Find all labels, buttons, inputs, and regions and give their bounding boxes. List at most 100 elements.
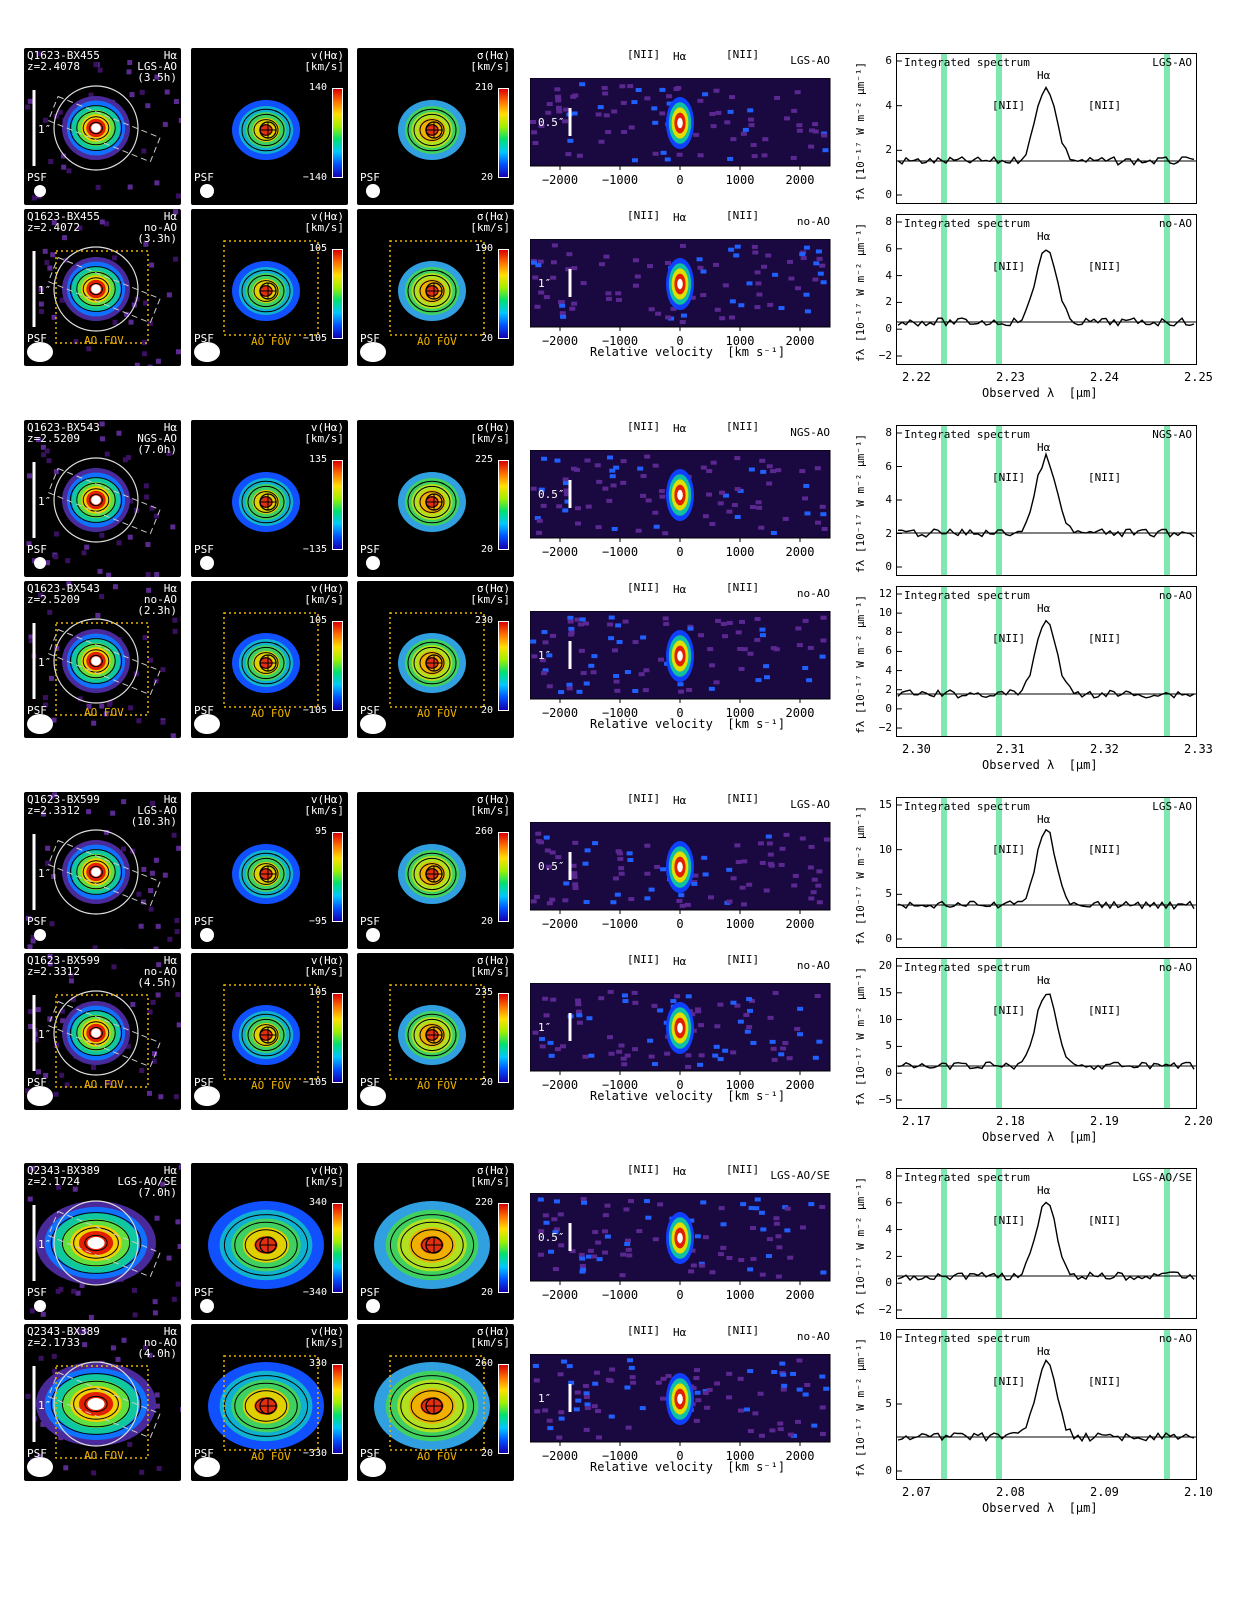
noise-pixel bbox=[152, 1051, 158, 1057]
nii-label: [NII] bbox=[627, 581, 661, 594]
colorbar bbox=[498, 460, 509, 550]
noise-pixel bbox=[742, 127, 749, 132]
noise-pixel bbox=[631, 990, 638, 995]
noise-pixel bbox=[115, 1356, 121, 1362]
nii-label: [NII] bbox=[726, 792, 760, 805]
line-name: Hα bbox=[163, 582, 177, 595]
noise-pixel bbox=[752, 1411, 759, 1416]
x-tick-label: −2000 bbox=[542, 917, 578, 931]
noise-pixel bbox=[712, 1053, 719, 1058]
emission-blob bbox=[91, 867, 101, 877]
noise-pixel bbox=[729, 95, 736, 100]
unit-label: [km/s] bbox=[470, 60, 510, 73]
noise-pixel bbox=[816, 256, 823, 261]
noise-pixel bbox=[770, 1046, 777, 1051]
noise-pixel bbox=[546, 102, 553, 107]
noise-pixel bbox=[166, 292, 172, 298]
colorbar-min: 20 bbox=[480, 333, 493, 344]
noise-pixel bbox=[139, 1469, 145, 1475]
integrated-spectrum-plot bbox=[896, 586, 1197, 737]
noise-pixel bbox=[566, 686, 573, 691]
integrated-spectrum-frame bbox=[896, 1168, 1200, 1322]
noise-pixel bbox=[664, 157, 671, 162]
noise-pixel bbox=[26, 541, 32, 547]
noise-pixel bbox=[804, 1382, 811, 1387]
noise-pixel bbox=[44, 260, 50, 266]
x-tick-label: 0 bbox=[676, 706, 683, 720]
colorbar-min: 20 bbox=[480, 544, 493, 555]
noise-pixel bbox=[566, 682, 573, 687]
noise-pixel bbox=[49, 921, 55, 927]
noise-pixel bbox=[787, 1432, 794, 1437]
y-tick-label: 10 bbox=[878, 1330, 892, 1343]
noise-pixel bbox=[574, 506, 581, 511]
psf-ellipse bbox=[366, 184, 380, 198]
noise-pixel bbox=[593, 1370, 600, 1375]
halpha-label: Hα bbox=[1037, 230, 1051, 243]
noise-pixel bbox=[75, 1290, 81, 1296]
noise-pixel bbox=[737, 646, 744, 651]
x-tick-label: −2000 bbox=[542, 1288, 578, 1302]
noise-pixel bbox=[56, 1184, 62, 1190]
halpha-map-panel: Q1623-BX543 z=2.5209 Hα no-AO (2.3h) 1″ PSF AO … bbox=[24, 581, 181, 738]
noise-pixel bbox=[820, 638, 827, 643]
colorbar bbox=[332, 249, 343, 339]
y-tick-label: 0 bbox=[885, 322, 892, 336]
noise-pixel bbox=[591, 654, 598, 659]
spectrum-2d-image: 0.5″−2000 −1000 0 1000 2000 bbox=[529, 449, 831, 559]
sig-map-panel: σ(Hα) [km/s] 260 20 PSF bbox=[357, 792, 514, 949]
ao-fov-box bbox=[389, 984, 485, 1080]
noise-pixel bbox=[86, 346, 92, 352]
integrated-title: Integrated spectrum bbox=[904, 1332, 1030, 1345]
colorbar-max: 140 bbox=[308, 82, 327, 93]
ao-fov-box bbox=[223, 984, 319, 1080]
noise-pixel bbox=[648, 307, 655, 312]
sky-line-band bbox=[1164, 798, 1170, 947]
colorbar bbox=[332, 1203, 343, 1293]
noise-pixel bbox=[558, 1416, 565, 1421]
target-name: Q2343-BX389 bbox=[27, 1325, 100, 1338]
integrated-title: Integrated spectrum bbox=[904, 800, 1030, 813]
noise-pixel bbox=[790, 155, 797, 160]
psf-ellipse bbox=[360, 714, 386, 734]
noise-pixel bbox=[627, 857, 634, 862]
ao-fov-label: AO FOV bbox=[251, 707, 291, 720]
noise-pixel bbox=[68, 978, 74, 984]
noise-pixel bbox=[575, 1009, 582, 1014]
noise-pixel bbox=[759, 458, 766, 463]
noise-pixel bbox=[707, 647, 714, 652]
sig-map-image bbox=[360, 612, 485, 734]
wavelength-axis-label: Observed λ [μm] bbox=[982, 1501, 1098, 1515]
noise-pixel bbox=[626, 1253, 633, 1258]
ao-fov-label: AO FOV bbox=[84, 706, 124, 719]
sig-map-image bbox=[360, 1355, 490, 1477]
slit-outline bbox=[47, 256, 161, 324]
y-tick-label: −2 bbox=[878, 349, 892, 362]
noise-pixel bbox=[734, 456, 741, 461]
contour-line bbox=[407, 269, 457, 313]
noise-pixel bbox=[149, 262, 155, 268]
noise-pixel bbox=[626, 851, 633, 856]
noise-pixel bbox=[603, 254, 610, 259]
contour-line bbox=[241, 480, 291, 524]
x-tick-label: −1000 bbox=[602, 545, 638, 559]
contour-line bbox=[89, 282, 103, 296]
noise-pixel bbox=[170, 733, 176, 738]
noise-pixel bbox=[543, 1013, 550, 1018]
y-tick-label: 2 bbox=[885, 526, 892, 540]
noise-pixel bbox=[615, 623, 622, 628]
psf-ellipse bbox=[366, 928, 380, 942]
noise-pixel bbox=[549, 897, 556, 902]
mode-label: LGS-AO/SE bbox=[117, 1175, 177, 1188]
contour-line bbox=[247, 857, 285, 891]
noise-pixel bbox=[106, 1080, 112, 1086]
vel-title: v(Hα) bbox=[310, 1325, 344, 1338]
sky-line-band bbox=[996, 54, 1002, 203]
sig-map-panel: σ(Hα) [km/s] 235 20 PSF AO FOV bbox=[357, 953, 514, 1110]
noise-pixel bbox=[179, 1406, 181, 1412]
noise-pixel bbox=[570, 863, 577, 868]
noise-pixel bbox=[170, 524, 176, 530]
one-arcsec-label: 1″ bbox=[38, 867, 52, 880]
integrated-spectrum-frame bbox=[896, 53, 1200, 207]
noise-pixel bbox=[788, 276, 795, 281]
